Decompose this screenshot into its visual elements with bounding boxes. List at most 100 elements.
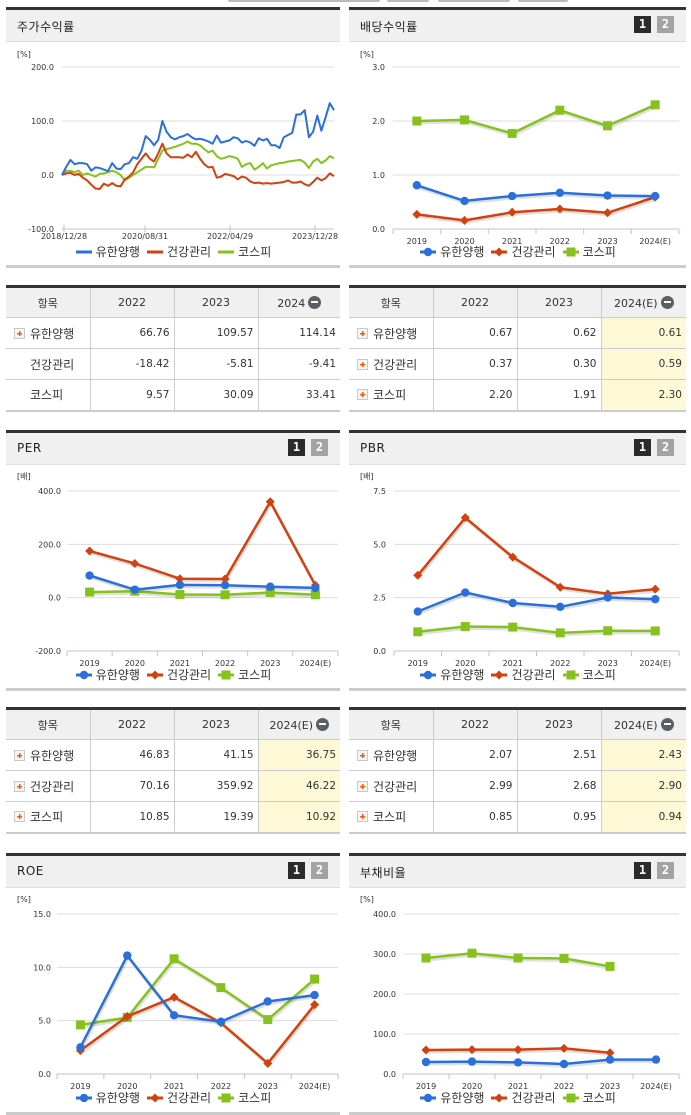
- legend-item[interactable]: 유한양행: [419, 1089, 484, 1106]
- y-tick-label: 300.0: [373, 950, 396, 959]
- expand-plus-icon[interactable]: [357, 358, 368, 370]
- data-point-circle: [123, 951, 132, 960]
- pager: 1 2: [288, 439, 328, 456]
- data-point-circle: [311, 583, 320, 593]
- cell-value: 0.62: [517, 317, 602, 349]
- page-1-button[interactable]: 1: [634, 862, 651, 879]
- legend-item[interactable]: 건강관리: [490, 666, 556, 683]
- data-point-circle: [220, 580, 230, 590]
- legend-item[interactable]: 건강관리: [490, 1089, 556, 1106]
- row-label: 건강관리: [6, 770, 91, 802]
- panel-header: 배당수익률 1 2: [349, 10, 686, 42]
- legend-item[interactable]: 유한양행: [75, 666, 140, 683]
- series-line: [417, 591, 656, 613]
- data-point-diamond: [460, 513, 470, 523]
- unit-label: [%]: [17, 895, 31, 904]
- page-2-button[interactable]: 2: [311, 862, 328, 879]
- data-point-square: [263, 1015, 273, 1025]
- series-line: [61, 102, 335, 176]
- legend-label: 유한양행: [95, 668, 140, 682]
- cell-value: 36.75: [258, 739, 340, 771]
- page-2-button[interactable]: 2: [311, 439, 328, 456]
- series-line: [79, 995, 316, 1065]
- cell-value: 0.30: [517, 348, 602, 380]
- tab-fragment[interactable]: [387, 0, 429, 2]
- x-tick-label: 2020: [455, 659, 475, 668]
- legend-item[interactable]: 코스피: [562, 666, 616, 683]
- page-2-button[interactable]: 2: [657, 16, 674, 33]
- x-tick-label: 2024(E): [299, 1082, 331, 1091]
- column-header-year: 2022: [433, 286, 518, 318]
- x-tick-label: 2018/12/28: [41, 232, 87, 241]
- data-point-square: [460, 115, 469, 125]
- x-tick-label: 2021: [508, 1082, 528, 1091]
- tab-fragment[interactable]: [228, 0, 380, 2]
- row-name: 코스피: [373, 388, 407, 403]
- legend-circle-icon: [75, 670, 92, 679]
- expand-plus-icon[interactable]: [357, 811, 368, 823]
- page-1-button[interactable]: 1: [634, 16, 651, 33]
- header-label: 2024(E): [613, 718, 658, 732]
- page-2-button[interactable]: 2: [657, 439, 674, 456]
- dividend-table: 항목 2022 2023 2024(E) 유한양행 0.67 0.62 0.61 건강관리 0.3…: [349, 285, 686, 412]
- data-point-circle: [651, 1055, 661, 1064]
- roe-chart: [%]15.0 10.0 5.0 0.0 2019 2020 2021 2022 2023 202…: [17, 895, 339, 1091]
- y-tick-label: -200.0: [35, 647, 61, 656]
- legend-circle-icon: [420, 1093, 437, 1102]
- column-header-year: 2024(E): [601, 286, 686, 318]
- data-point-square: [513, 953, 523, 963]
- cell-value: 0.61: [601, 317, 686, 349]
- legend-label: 유한양행: [95, 245, 140, 259]
- data-point-diamond: [130, 559, 140, 569]
- y-tick-label: 0.0: [48, 594, 61, 603]
- page-1-button[interactable]: 1: [288, 439, 305, 456]
- legend-item[interactable]: 유한양행: [75, 1089, 140, 1106]
- collapse-minus-icon[interactable]: [660, 717, 674, 731]
- page-1-button[interactable]: 1: [288, 862, 305, 879]
- y-tick-label: 3.0: [372, 63, 385, 72]
- collapse-minus-icon[interactable]: [316, 717, 330, 731]
- legend-item[interactable]: 유한양행: [75, 243, 140, 260]
- data-point-diamond: [513, 1045, 523, 1055]
- expand-plus-icon[interactable]: [14, 780, 25, 792]
- legend-diamond-icon: [491, 1093, 508, 1102]
- legend-item[interactable]: 코스피: [217, 666, 271, 683]
- expand-plus-icon[interactable]: [357, 389, 368, 401]
- legend-item[interactable]: 유한양행: [419, 666, 484, 683]
- header-label: 2022: [118, 296, 146, 309]
- expand-plus-icon[interactable]: [14, 327, 25, 339]
- legend-item[interactable]: 코스피: [562, 243, 616, 260]
- page-1-button[interactable]: 1: [634, 439, 651, 456]
- panel-header: ROE 1 2: [6, 856, 340, 888]
- expand-plus-icon[interactable]: [14, 811, 25, 823]
- tab-fragment[interactable]: [438, 0, 510, 2]
- column-header-item: 항목: [6, 708, 91, 740]
- legend-item[interactable]: 유한양행: [419, 243, 484, 260]
- legend-item[interactable]: 건강관리: [146, 1089, 211, 1106]
- expand-plus-icon[interactable]: [357, 327, 368, 339]
- legend-item[interactable]: 건강관리: [146, 666, 211, 683]
- legend-item[interactable]: 코스피: [562, 1089, 616, 1106]
- cell-value: 66.76: [90, 317, 175, 349]
- column-header-year: 2022: [90, 286, 175, 318]
- panel-title: PER: [17, 441, 42, 455]
- expand-plus-icon[interactable]: [357, 780, 368, 792]
- panel-title: PBR: [360, 441, 386, 455]
- expand-plus-icon[interactable]: [14, 749, 25, 761]
- legend-item[interactable]: 건강관리: [146, 243, 211, 260]
- data-point-square: [216, 983, 226, 993]
- legend-label: 코스피: [238, 1091, 272, 1105]
- collapse-minus-icon[interactable]: [308, 295, 322, 309]
- legend-item[interactable]: 코스피: [217, 1089, 271, 1106]
- legend-item[interactable]: 건강관리: [490, 243, 556, 260]
- collapse-minus-icon[interactable]: [660, 295, 674, 309]
- panel-title: ROE: [17, 864, 44, 878]
- row-name: 코스피: [373, 810, 407, 825]
- tab-fragment[interactable]: [518, 0, 568, 2]
- expand-plus-icon[interactable]: [357, 749, 368, 761]
- y-tick-label: 400.0: [373, 910, 396, 919]
- data-point-square: [75, 1020, 85, 1030]
- legend-item[interactable]: 코스피: [217, 243, 271, 260]
- page-2-button[interactable]: 2: [657, 862, 674, 879]
- cell-value: -5.81: [174, 348, 259, 380]
